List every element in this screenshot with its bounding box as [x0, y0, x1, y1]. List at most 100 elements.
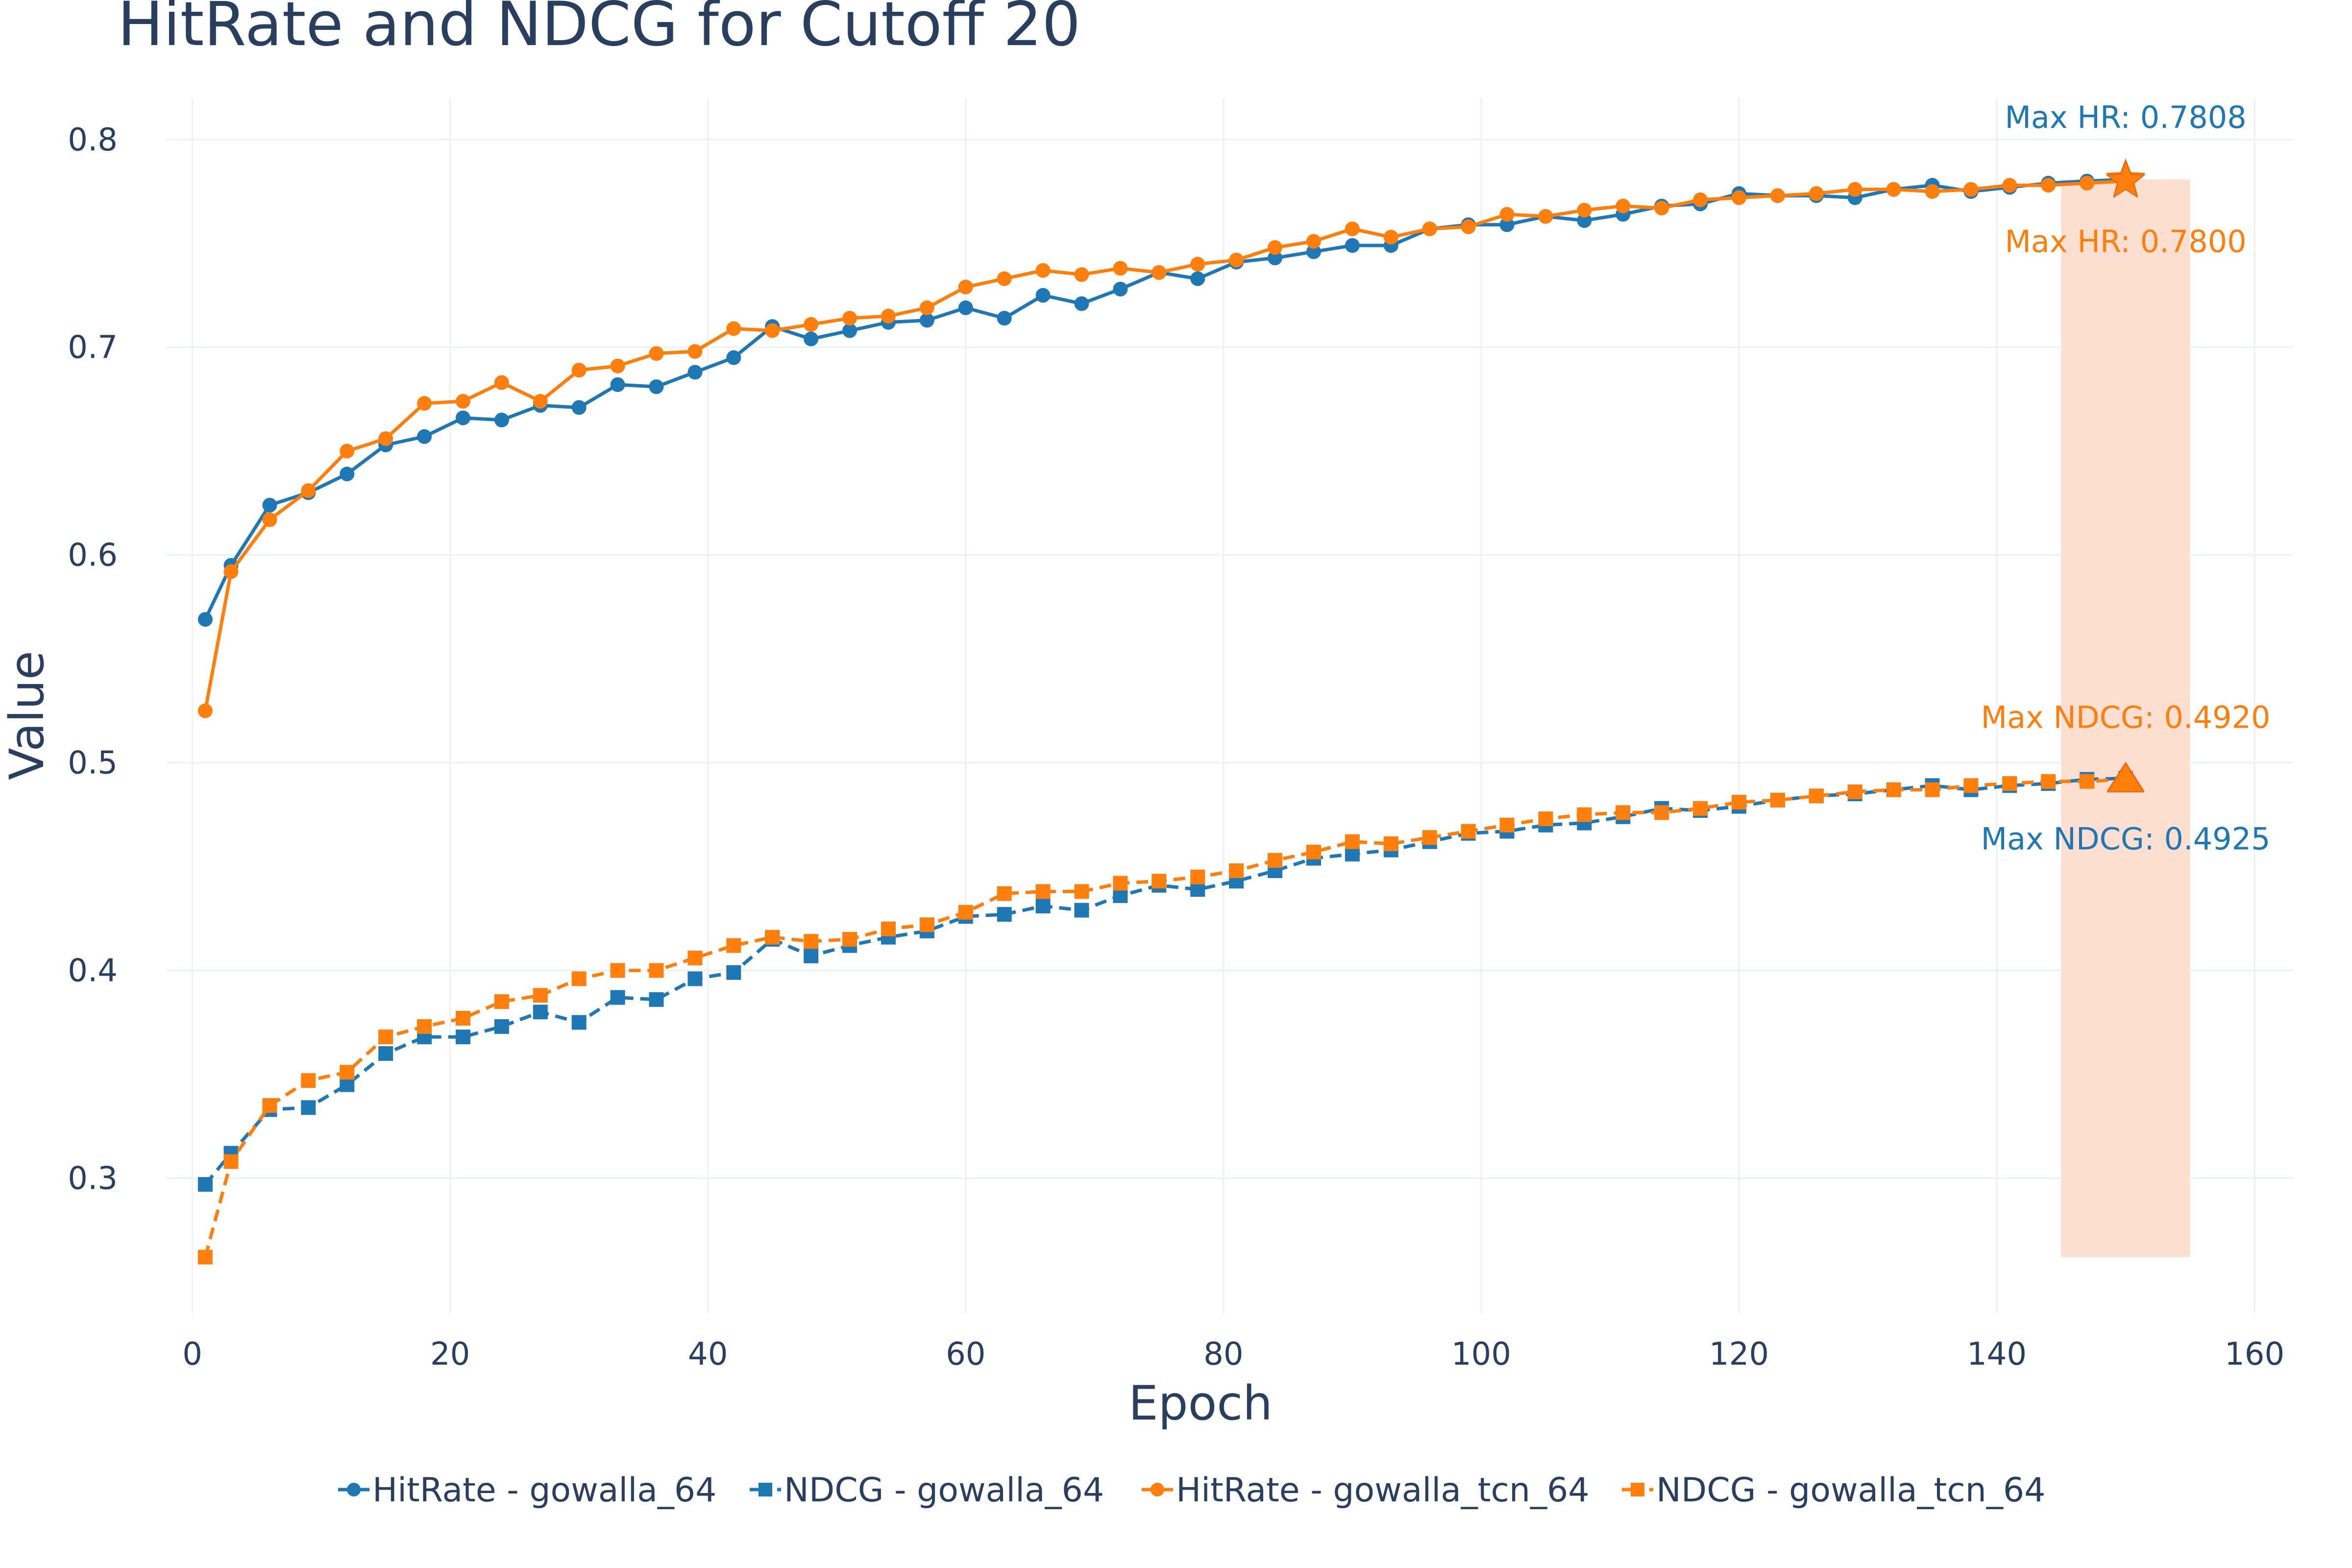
data-point	[958, 300, 973, 316]
data-point	[1074, 884, 1089, 899]
data-point	[842, 311, 858, 326]
data-point	[533, 393, 548, 409]
data-point	[649, 379, 664, 394]
data-point	[610, 377, 625, 392]
data-point	[2041, 178, 2056, 193]
data-point	[417, 396, 432, 411]
data-point	[1461, 824, 1476, 839]
data-point	[1809, 186, 1824, 201]
data-point	[2080, 774, 2095, 789]
data-point	[881, 309, 896, 324]
x-axis-title: Epoch	[1128, 1376, 1273, 1431]
data-point	[1731, 795, 1746, 810]
data-point	[1190, 882, 1205, 897]
annotations: Max HR: 0.7808 Max HR: 0.7800 Max NDCG: 0.…	[1981, 99, 2271, 857]
y-tick-label: 0.3	[68, 1160, 118, 1197]
legend-item: NDCG - gowalla_64	[750, 1471, 1104, 1510]
data-point	[301, 1100, 316, 1115]
data-point	[2041, 774, 2056, 789]
data-point	[571, 363, 587, 378]
y-axis-title: Value	[0, 651, 54, 780]
data-point	[1616, 805, 1631, 820]
data-point	[804, 948, 819, 963]
x-tick-label: 120	[1709, 1336, 1769, 1372]
data-point	[1190, 869, 1205, 884]
data-point	[262, 512, 277, 527]
series-3	[197, 772, 2133, 1265]
y-axis-ticks: 0.3 0.4 0.5 0.6 0.7 0.8	[68, 122, 118, 1197]
data-point	[610, 990, 625, 1005]
data-point	[1074, 903, 1089, 918]
data-point	[378, 1046, 393, 1061]
data-point	[455, 1029, 470, 1045]
legend-marker	[1151, 1483, 1164, 1496]
y-tick-label: 0.5	[68, 745, 118, 782]
data-point	[687, 971, 703, 986]
data-point	[1809, 788, 1824, 804]
data-point	[1383, 230, 1398, 245]
data-point	[455, 410, 470, 425]
series-2	[197, 173, 2133, 718]
max-annotation: Max HR: 0.7800	[2005, 224, 2246, 260]
data-point	[417, 429, 432, 444]
data-point	[571, 400, 587, 415]
data-point	[765, 930, 780, 945]
data-point	[842, 323, 858, 338]
max-annotation: Max NDCG: 0.4925	[1981, 821, 2271, 857]
data-point	[765, 323, 780, 338]
data-point	[687, 365, 703, 380]
data-point	[1113, 888, 1128, 903]
data-point	[1035, 263, 1051, 278]
legend-label: HitRate - gowalla_tcn_64	[1176, 1471, 1590, 1510]
data-point	[494, 413, 509, 428]
data-point	[1383, 836, 1398, 851]
legend-label: HitRate - gowalla_64	[372, 1471, 716, 1510]
x-tick-label: 160	[2225, 1336, 2284, 1372]
data-point	[958, 905, 973, 920]
legend-marker	[1631, 1483, 1644, 1496]
data-point	[1577, 807, 1592, 822]
gridlines	[167, 98, 2293, 1313]
legend-item: HitRate - gowalla_tcn_64	[1142, 1471, 1590, 1510]
data-point	[301, 483, 316, 498]
legend-item: NDCG - gowalla_tcn_64	[1622, 1471, 2045, 1510]
legend: HitRate - gowalla_64 NDCG - gowalla_64 Hit…	[338, 1471, 2045, 1510]
data-point	[1113, 876, 1128, 891]
series-line	[203, 177, 2126, 620]
series-layer	[197, 172, 2133, 1265]
data-point	[1963, 182, 1979, 197]
legend-item: HitRate - gowalla_64	[338, 1471, 716, 1510]
data-point	[1847, 784, 1862, 799]
data-point	[1538, 811, 1553, 827]
data-point	[919, 300, 934, 316]
data-point	[1886, 182, 1901, 197]
data-point	[378, 431, 393, 446]
legend-label: NDCG - gowalla_tcn_64	[1656, 1471, 2045, 1510]
data-point	[1731, 190, 1746, 205]
data-point	[919, 917, 934, 932]
highlight-rect	[2061, 179, 2190, 1257]
data-point	[301, 1073, 316, 1088]
data-point	[197, 1177, 213, 1192]
x-tick-label: 40	[688, 1336, 728, 1372]
data-point	[417, 1019, 432, 1034]
y-tick-label: 0.4	[68, 953, 118, 989]
data-point	[1345, 221, 1360, 237]
data-point	[726, 321, 741, 336]
data-point	[804, 331, 819, 346]
data-point	[1538, 209, 1553, 224]
data-point	[1229, 252, 1244, 268]
data-point	[726, 350, 741, 365]
data-point	[1654, 200, 1669, 216]
data-point	[378, 1029, 393, 1045]
data-point	[2002, 178, 2017, 193]
data-point	[687, 951, 703, 966]
data-point	[1847, 182, 1862, 197]
legend-marker	[347, 1483, 361, 1496]
data-point	[726, 938, 741, 953]
data-point	[1035, 288, 1051, 303]
data-point	[197, 703, 213, 718]
max-triangle-marker	[2107, 762, 2145, 793]
data-point	[1345, 847, 1360, 862]
highlight-region	[2061, 179, 2190, 1257]
